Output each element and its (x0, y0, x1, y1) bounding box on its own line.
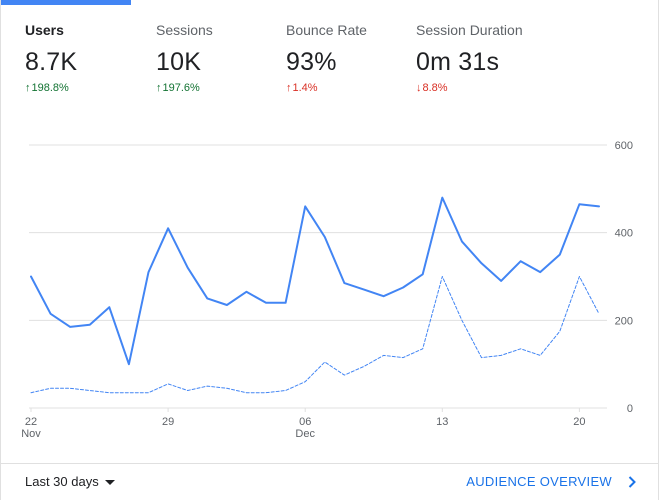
metric-label: Bounce Rate (286, 22, 367, 38)
metric-change: ↓8.8% (416, 82, 523, 94)
x-tick-label: 13 (436, 416, 448, 428)
y-tick-label: 0 (627, 403, 633, 415)
metric-tab-users[interactable]: Users 8.7K ↑198.8% (25, 22, 77, 94)
card-footer: Last 30 days AUDIENCE OVERVIEW (1, 463, 658, 500)
series-line-current-period (30, 196, 600, 366)
metric-value: 10K (156, 48, 202, 76)
metric-value: 8.7K (25, 48, 78, 76)
metric-change: ↑198.8% (25, 82, 77, 94)
metric-change: ↑197.6% (156, 82, 213, 94)
metric-tabs: Users 8.7K ↑198.8% Sessions 10K ↑197.6% … (1, 0, 658, 108)
x-tick-label: 06 (299, 416, 311, 428)
metric-label: Session Duration (416, 22, 523, 38)
arrow-up-icon: ↑ (286, 82, 292, 94)
metric-label: Users (25, 22, 64, 38)
metric-change-value: 8.8% (422, 82, 448, 94)
audience-overview-link[interactable]: AUDIENCE OVERVIEW (466, 474, 612, 489)
x-tick-label: 22 (25, 416, 37, 428)
series-line-previous-period (30, 276, 600, 394)
active-tab-indicator (1, 0, 131, 5)
x-tick-label: 29 (162, 416, 174, 428)
arrow-up-icon: ↑ (156, 82, 162, 94)
x-tick-sublabel: Nov (21, 428, 41, 440)
metric-value: 93% (286, 48, 337, 76)
y-tick-label: 400 (615, 228, 633, 240)
date-range-dropdown[interactable]: Last 30 days (25, 474, 115, 489)
metric-change: ↑1.4% (286, 82, 367, 94)
date-range-label: Last 30 days (25, 474, 99, 489)
arrow-up-icon: ↑ (25, 82, 31, 94)
y-tick-label: 200 (615, 315, 633, 327)
metric-change-value: 198.8% (31, 82, 69, 94)
arrow-down-icon: ↓ (416, 82, 422, 94)
metric-value: 0m 31s (416, 48, 500, 76)
caret-down-icon (104, 480, 115, 486)
chevron-right-icon[interactable] (628, 476, 636, 488)
metric-tab-session-duration[interactable]: Session Duration 0m 31s ↓8.8% (416, 22, 523, 94)
x-tick-sublabel: Dec (295, 428, 315, 440)
x-tick-label: 20 (573, 416, 585, 428)
metric-tab-bounce-rate[interactable]: Bounce Rate 93% ↑1.4% (286, 22, 367, 94)
metric-change-value: 1.4% (292, 82, 318, 94)
metric-change-value: 197.6% (162, 82, 200, 94)
metric-label: Sessions (156, 22, 213, 38)
y-tick-label: 600 (615, 140, 633, 152)
metric-tab-sessions[interactable]: Sessions 10K ↑197.6% (156, 22, 213, 94)
